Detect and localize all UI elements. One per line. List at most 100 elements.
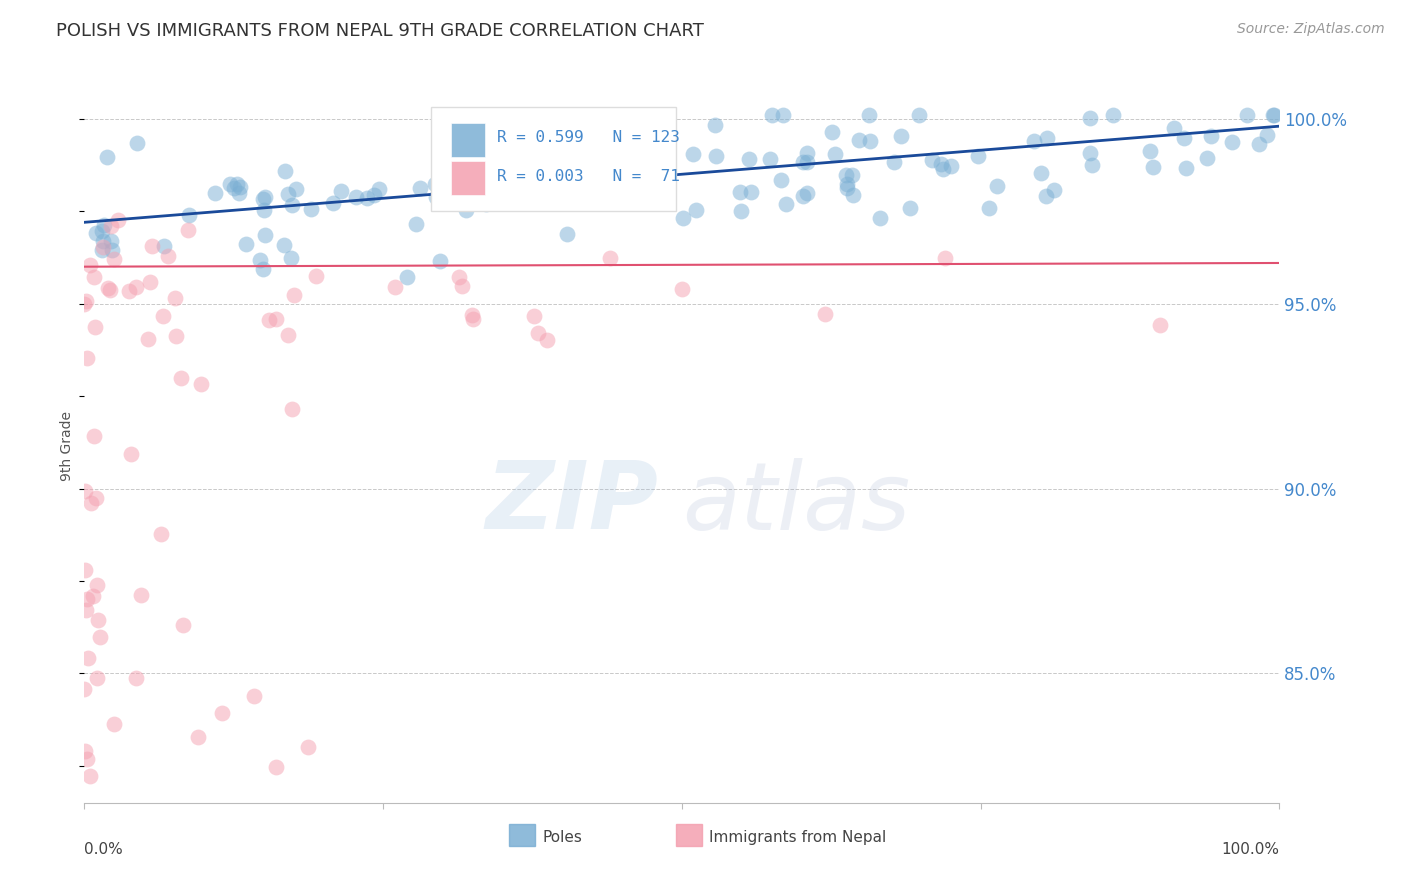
Point (83, 269, 105, 284)
Point (253, 190, 276, 204)
Point (118, 284, 141, 298)
Point (934, 251, 956, 265)
Point (460, 132, 482, 146)
Text: 100.0%: 100.0% (1222, 842, 1279, 857)
Point (97, 281, 120, 295)
Point (941, 159, 963, 173)
Point (835, 168, 858, 182)
Point (737, 153, 759, 167)
Point (463, 312, 485, 326)
Point (858, 108, 880, 122)
Point (305, 268, 328, 283)
Point (1080, 112, 1102, 126)
Point (527, 326, 550, 340)
Text: R = 0.599   N = 123: R = 0.599 N = 123 (496, 130, 679, 145)
Point (73, 297, 96, 311)
Point (252, 192, 274, 206)
Point (1236, 108, 1258, 122)
Point (775, 197, 797, 211)
Point (599, 251, 621, 265)
Point (824, 147, 846, 161)
Point (792, 155, 814, 169)
Point (986, 178, 1008, 193)
Point (449, 269, 471, 284)
Point (165, 329, 187, 343)
Point (165, 291, 187, 305)
Point (576, 166, 599, 180)
Point (730, 204, 752, 219)
Point (75, 603, 97, 617)
Point (96, 150, 118, 164)
Point (562, 181, 585, 195)
Point (682, 147, 704, 161)
Point (761, 108, 783, 122)
Point (259, 313, 281, 327)
Point (177, 208, 200, 222)
Point (75, 293, 97, 308)
Bar (509, 824, 534, 846)
Text: R = 0.003   N =  71: R = 0.003 N = 71 (496, 169, 679, 184)
Point (796, 155, 818, 169)
Point (1142, 160, 1164, 174)
Point (796, 186, 818, 200)
Point (356, 191, 378, 205)
Point (219, 177, 242, 191)
Point (1249, 136, 1271, 151)
Text: Poles: Poles (543, 830, 582, 845)
Point (921, 153, 943, 167)
Point (454, 203, 477, 218)
Point (77, 650, 100, 665)
Point (1174, 161, 1197, 175)
Point (671, 282, 693, 296)
Point (79, 769, 101, 783)
Point (1080, 145, 1102, 160)
Point (740, 185, 762, 199)
Point (297, 740, 319, 755)
Point (619, 170, 641, 185)
Point (384, 280, 406, 294)
Point (90, 223, 112, 237)
Point (91, 234, 114, 248)
Point (890, 129, 912, 144)
Point (523, 310, 546, 324)
Bar (676, 824, 702, 846)
Point (83, 429, 105, 443)
Bar (451, 123, 485, 157)
Point (461, 309, 484, 323)
Point (634, 179, 657, 194)
Point (835, 177, 858, 191)
Point (73, 681, 96, 696)
Point (280, 252, 302, 266)
Point (82, 590, 104, 604)
Point (429, 253, 451, 268)
Point (243, 689, 266, 703)
Text: POLISH VS IMMIGRANTS FROM NEPAL 9TH GRADE CORRELATION CHART: POLISH VS IMMIGRANTS FROM NEPAL 9TH GRAD… (56, 22, 704, 40)
Point (204, 186, 226, 200)
Point (619, 188, 641, 202)
Point (156, 249, 179, 263)
Point (672, 211, 695, 225)
Point (344, 190, 367, 204)
Point (1102, 108, 1125, 122)
Point (1195, 152, 1218, 166)
Point (89, 631, 111, 645)
Point (1220, 135, 1243, 149)
Point (86, 671, 108, 685)
Point (152, 309, 174, 323)
Point (187, 730, 209, 744)
Point (481, 194, 503, 208)
Point (396, 269, 419, 284)
Point (932, 162, 955, 177)
Point (772, 108, 794, 122)
Point (76, 591, 98, 606)
Point (758, 153, 780, 167)
Point (285, 182, 308, 196)
Point (75, 484, 97, 499)
Point (80, 496, 103, 510)
Point (560, 165, 582, 179)
Point (153, 238, 176, 252)
Point (91, 240, 114, 254)
Point (299, 202, 322, 217)
Text: Source: ZipAtlas.com: Source: ZipAtlas.com (1237, 22, 1385, 37)
Point (249, 253, 271, 268)
